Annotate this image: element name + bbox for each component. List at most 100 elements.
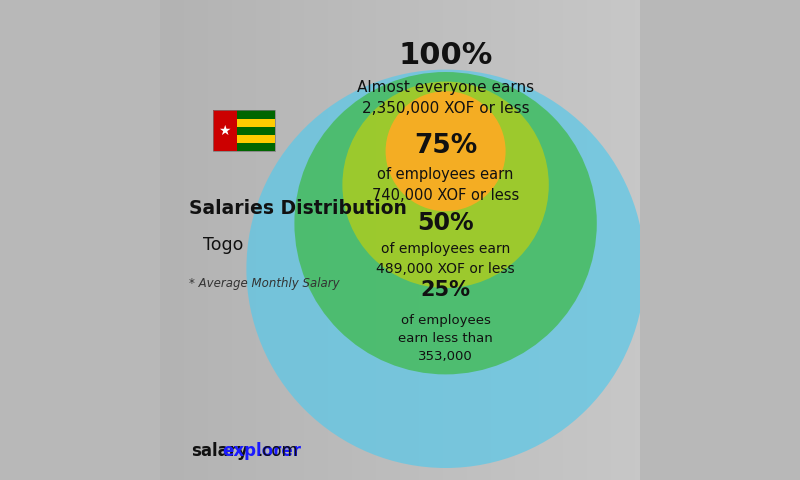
Bar: [290, 0, 294, 480]
Bar: [506, 0, 510, 480]
Bar: [338, 0, 342, 480]
Bar: [381, 0, 386, 480]
Bar: [352, 0, 357, 480]
Bar: [294, 0, 299, 480]
Bar: [184, 0, 189, 480]
Bar: [611, 0, 616, 480]
Bar: [366, 0, 371, 480]
Bar: [635, 0, 640, 480]
Circle shape: [294, 72, 597, 374]
Circle shape: [386, 91, 506, 211]
Text: salary: salary: [191, 442, 248, 460]
Bar: [242, 0, 246, 480]
Text: of employees earn
740,000 XOF or less: of employees earn 740,000 XOF or less: [372, 167, 519, 203]
Bar: [539, 0, 544, 480]
Bar: [578, 0, 582, 480]
Text: .com: .com: [257, 442, 298, 460]
Bar: [419, 0, 424, 480]
Bar: [314, 0, 318, 480]
Bar: [232, 0, 237, 480]
Bar: [386, 0, 390, 480]
Bar: [520, 0, 525, 480]
Bar: [390, 0, 395, 480]
Bar: [395, 0, 400, 480]
Text: explorer: explorer: [222, 442, 302, 460]
Bar: [491, 0, 496, 480]
Bar: [170, 0, 174, 480]
Bar: [362, 0, 366, 480]
Bar: [357, 0, 362, 480]
Circle shape: [246, 70, 645, 468]
Bar: [275, 0, 280, 480]
Text: Almost everyone earns
2,350,000 XOF or less: Almost everyone earns 2,350,000 XOF or l…: [357, 80, 534, 116]
Bar: [328, 0, 333, 480]
Bar: [285, 0, 290, 480]
Bar: [621, 0, 626, 480]
Bar: [626, 0, 630, 480]
Text: 25%: 25%: [421, 280, 470, 300]
Bar: [376, 0, 381, 480]
Bar: [462, 0, 467, 480]
Bar: [453, 0, 458, 480]
Bar: [496, 0, 501, 480]
Bar: [165, 0, 170, 480]
Bar: [213, 110, 275, 151]
Bar: [443, 0, 448, 480]
Bar: [429, 0, 434, 480]
Bar: [501, 0, 506, 480]
Bar: [371, 0, 376, 480]
Bar: [342, 0, 347, 480]
Bar: [510, 0, 515, 480]
Bar: [208, 0, 213, 480]
Bar: [477, 0, 482, 480]
Bar: [438, 0, 443, 480]
Bar: [213, 110, 275, 119]
Bar: [213, 143, 275, 151]
Bar: [573, 0, 578, 480]
Bar: [280, 0, 285, 480]
Bar: [554, 0, 558, 480]
Bar: [189, 0, 194, 480]
Bar: [448, 0, 453, 480]
Bar: [261, 0, 266, 480]
Text: of employees earn
489,000 XOF or less: of employees earn 489,000 XOF or less: [376, 242, 515, 276]
Bar: [568, 0, 573, 480]
Bar: [333, 0, 338, 480]
Bar: [198, 0, 203, 480]
Bar: [467, 0, 472, 480]
Text: * Average Monthly Salary: * Average Monthly Salary: [189, 276, 339, 290]
Bar: [558, 0, 563, 480]
Text: 50%: 50%: [418, 211, 474, 235]
Circle shape: [342, 82, 549, 288]
Bar: [592, 0, 597, 480]
Bar: [434, 0, 438, 480]
Bar: [424, 0, 429, 480]
Bar: [582, 0, 587, 480]
Bar: [597, 0, 602, 480]
Bar: [347, 0, 352, 480]
Bar: [482, 0, 486, 480]
Bar: [213, 0, 218, 480]
Bar: [160, 0, 165, 480]
Bar: [458, 0, 462, 480]
Bar: [534, 0, 539, 480]
Bar: [414, 0, 419, 480]
Bar: [602, 0, 606, 480]
Bar: [549, 0, 554, 480]
Bar: [256, 0, 261, 480]
Bar: [486, 0, 491, 480]
Bar: [299, 0, 304, 480]
Bar: [227, 0, 232, 480]
Bar: [323, 0, 328, 480]
Text: 100%: 100%: [398, 41, 493, 70]
Text: of employees
earn less than
353,000: of employees earn less than 353,000: [398, 314, 493, 363]
Bar: [630, 0, 635, 480]
Bar: [179, 0, 184, 480]
Bar: [203, 0, 208, 480]
Bar: [222, 0, 227, 480]
Bar: [563, 0, 568, 480]
Text: 75%: 75%: [414, 133, 478, 159]
Bar: [544, 0, 549, 480]
Bar: [472, 0, 477, 480]
Bar: [616, 0, 621, 480]
